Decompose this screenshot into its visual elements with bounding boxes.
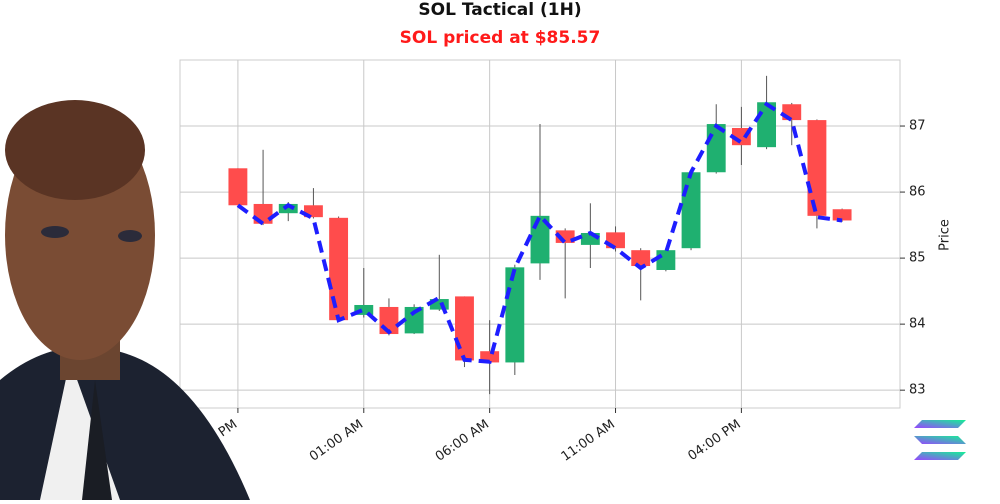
candle-body [580,233,600,245]
candle-body [656,250,676,270]
candle-body [404,306,424,334]
chart-title: SOL Tactical (1H) [418,0,581,20]
candle-body [681,172,701,249]
avatar [0,100,250,500]
candle-body [455,296,474,361]
candle-body [807,120,827,216]
y-tick-label: 85 [909,251,926,266]
x-tick-label: 06:00 AM [433,417,492,465]
close-line [236,101,843,364]
y-axis-label: Price [938,219,953,251]
candle-body [329,217,349,321]
candle-body [505,267,525,363]
y-tick-label: 83 [909,383,926,398]
solana-logo [914,420,966,460]
candle-body [480,351,500,363]
x-tick-label: 11:00 AM [559,417,618,465]
candle-body [832,209,852,221]
x-tick-label: 01:00 AM [307,417,366,465]
candle-body [429,299,449,310]
candle-body [631,250,651,267]
y-tick-label: 87 [909,119,926,134]
y-tick-label: 86 [909,185,926,200]
candle-body [278,203,298,214]
x-tick-label: 04:00 PM [685,417,743,464]
candle-body [228,168,248,206]
plot-frame [179,59,901,409]
candle-body [303,205,323,218]
chart-subtitle: SOL priced at $85.57 [400,28,601,48]
candle-body [354,304,374,315]
y-tick-label: 84 [909,317,926,332]
